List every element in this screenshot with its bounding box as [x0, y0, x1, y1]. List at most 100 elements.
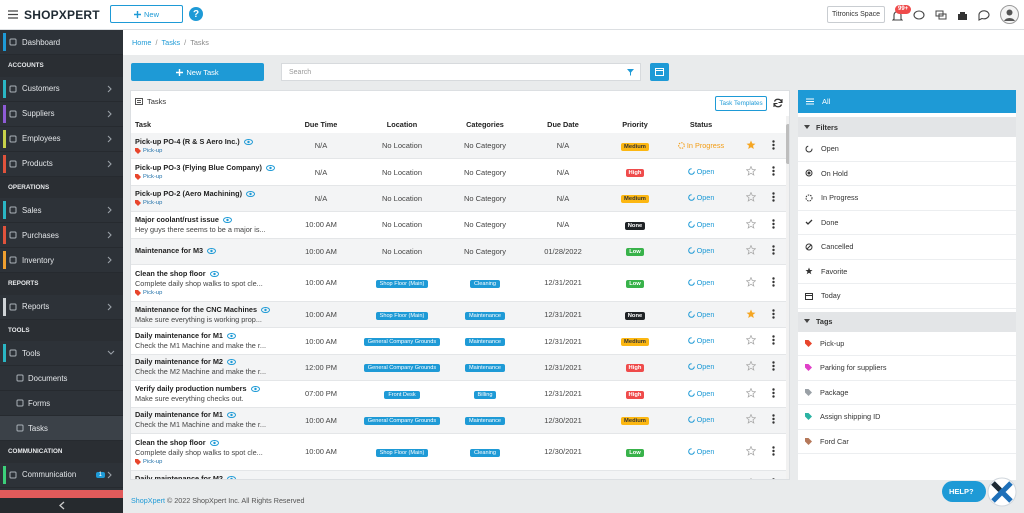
row-menu[interactable]	[761, 245, 786, 257]
section-header[interactable]: Filters	[798, 117, 1016, 137]
filter-item[interactable]: Cancelled	[798, 235, 1016, 260]
sidebar-item[interactable]: Forms	[0, 391, 123, 416]
sidebar-item[interactable]: Communication 1	[0, 463, 123, 488]
task-row[interactable]: Verify daily production numbers Make sure…	[131, 381, 786, 408]
task-title[interactable]: Clean the shop floor	[135, 437, 206, 447]
task-description: Complete daily shop walks to spot cle...	[135, 278, 263, 288]
tag-item[interactable]: Assign shipping ID	[798, 405, 1016, 430]
help-button[interactable]: HELP?	[942, 481, 986, 502]
row-menu[interactable]	[761, 388, 786, 400]
row-menu[interactable]	[761, 219, 786, 231]
menu-icon[interactable]	[8, 10, 18, 19]
task-row[interactable]: Pick-up PO-4 (R & S Aero Inc.) Pick-up N/A…	[131, 133, 786, 160]
logo[interactable]: SHOPXPERT	[24, 8, 100, 22]
chat-icon[interactable]	[913, 10, 925, 21]
row-menu[interactable]	[761, 335, 786, 347]
sidebar-item[interactable]: Dashboard	[0, 30, 123, 55]
breadcrumb-item[interactable]: Tasks	[161, 38, 181, 47]
task-row[interactable]: Pick-up PO-2 (Aero Machining) Pick-up N/A N…	[131, 185, 786, 213]
task-title[interactable]: Pick-up PO-3 (Flying Blue Company)	[135, 163, 262, 173]
row-menu[interactable]	[761, 308, 786, 321]
chevron-svg	[107, 471, 112, 478]
collapse-button[interactable]	[0, 497, 123, 513]
row-menu[interactable]	[761, 139, 786, 152]
task-row[interactable]: Pick-up PO-3 (Flying Blue Company) Pick-u…	[131, 159, 786, 186]
row-menu[interactable]	[761, 414, 786, 426]
sidebar-item[interactable]: Tools	[0, 341, 123, 366]
task-row[interactable]: Daily maintenance for M1 Check the M1 Mac…	[131, 407, 786, 434]
tag-item[interactable]: Package	[798, 381, 1016, 405]
new-task-button[interactable]: New Task	[131, 63, 264, 81]
task-row[interactable]: Daily maintenance for M1 Check the M1 Mac…	[131, 328, 786, 355]
workspace-button[interactable]: Titronics Space	[827, 6, 885, 23]
tag-item[interactable]: Parking for suppliers	[798, 356, 1016, 381]
comment-icon[interactable]	[978, 10, 990, 21]
sidebar-item[interactable]: Products	[0, 152, 123, 177]
filter-item[interactable]: Done	[798, 211, 1016, 235]
task-title[interactable]: Maintenance for the CNC Machines	[135, 304, 258, 314]
help-logo[interactable]	[986, 477, 1018, 507]
sidebar-item[interactable]: Inventory	[0, 248, 123, 273]
item-label: Tools	[22, 348, 41, 358]
store-icon[interactable]	[957, 10, 968, 21]
filter-item[interactable]: In Progress	[798, 186, 1016, 211]
refresh-icon[interactable]	[773, 98, 783, 108]
sidebar-item[interactable]: Customers	[0, 77, 123, 102]
task-row[interactable]: Major coolant/rust issue Hey guys there s…	[131, 212, 786, 239]
all-filter[interactable]: All	[798, 90, 1016, 113]
filter-item[interactable]: On Hold	[798, 162, 1016, 186]
task-row[interactable]: Clean the shop floor Complete daily shop …	[131, 434, 786, 471]
sidebar-item[interactable]: Tasks	[0, 416, 123, 441]
filter-icon[interactable]	[627, 69, 634, 76]
messages-icon[interactable]	[935, 10, 947, 21]
help-icon[interactable]: ?	[189, 7, 203, 21]
task-title[interactable]: Maintenance for M3	[135, 246, 204, 256]
task-templates-button[interactable]: Task Templates	[715, 96, 767, 111]
filter-item[interactable]: Favorite	[798, 260, 1016, 284]
section-header[interactable]: Tags	[798, 311, 1016, 332]
row-menu[interactable]	[761, 192, 786, 204]
row-menu[interactable]	[761, 477, 786, 479]
sidebar-item[interactable]: Employees	[0, 127, 123, 152]
status-icon-svg	[687, 194, 695, 202]
row-menu[interactable]	[761, 446, 786, 458]
sidebar-item[interactable]: Suppliers	[0, 102, 123, 127]
task-row[interactable]: Maintenance for M3 10:00 AM No Location No …	[131, 238, 786, 265]
sidebar-item[interactable]: Reports	[0, 295, 123, 320]
sidebar-item[interactable]: Documents	[0, 366, 123, 391]
task-title[interactable]: Major coolant/rust issue	[135, 214, 219, 224]
status-icon-svg	[687, 337, 695, 344]
tag-item[interactable]: Pick-up	[798, 332, 1016, 356]
sidebar-item[interactable]: Sales	[0, 198, 123, 223]
task-title[interactable]: Daily maintenance for M1	[135, 331, 223, 341]
breadcrumb-item[interactable]: Home	[132, 38, 152, 47]
tag-item[interactable]: Ford Car	[798, 430, 1016, 454]
priority-cell: Medium	[609, 193, 661, 204]
row-menu[interactable]	[761, 361, 786, 373]
avatar[interactable]	[1000, 5, 1019, 24]
task-title[interactable]: Pick-up PO-4 (R & S Aero Inc.)	[135, 136, 240, 146]
footer-brand[interactable]: ShopXpert	[131, 496, 165, 505]
item-stripe	[3, 465, 6, 484]
row-menu[interactable]	[761, 277, 786, 289]
task-row[interactable]: Maintenance for the CNC Machines Make sur…	[131, 301, 786, 329]
scrollbar-thumb[interactable]	[786, 124, 789, 164]
favorite-star	[746, 309, 756, 319]
search-input[interactable]: Search	[281, 63, 641, 81]
task-row[interactable]: Clean the shop floor Complete daily shop …	[131, 265, 786, 302]
sidebar-item[interactable]: Purchases	[0, 223, 123, 248]
new-button[interactable]: New	[110, 5, 183, 23]
task-title[interactable]: Pick-up PO-2 (Aero Machining)	[135, 189, 243, 199]
calendar-button[interactable]	[650, 63, 669, 81]
filter-item[interactable]: Today	[798, 284, 1016, 309]
task-title[interactable]: Verify daily production numbers	[135, 383, 247, 393]
filter-item[interactable]: Open	[798, 137, 1016, 162]
task-title[interactable]: Daily maintenance for M2	[135, 473, 223, 480]
task-title[interactable]: Daily maintenance for M1	[135, 410, 223, 420]
row-menu[interactable]	[761, 166, 786, 178]
task-title[interactable]: Daily maintenance for M2	[135, 357, 223, 367]
scrollbar-track	[786, 116, 789, 479]
task-title[interactable]: Clean the shop floor	[135, 268, 206, 278]
